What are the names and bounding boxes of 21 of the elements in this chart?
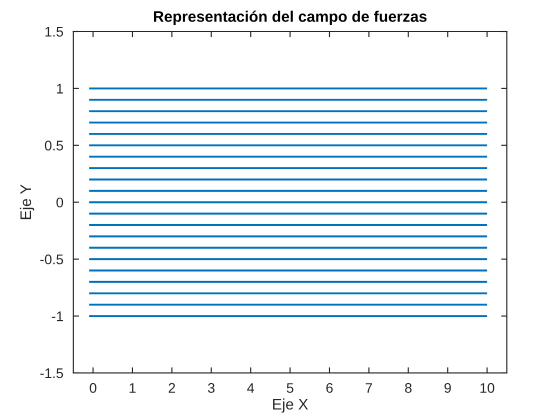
y-tick-label: 0 [56,198,64,208]
y-axis-title: Eje Y [20,184,34,220]
x-tick-label: 4 [247,383,254,393]
x-tick-label: 3 [208,383,215,393]
x-tick-label: 6 [326,383,333,393]
x-tick-label: 1 [130,383,136,393]
x-tick-label: 10 [480,383,494,393]
chart-title: Representación del campo de fuerzas [154,10,427,25]
x-axis-title: Eje X [273,398,308,413]
x-tick-label: 7 [366,383,372,393]
x-tick-label: 5 [286,383,294,393]
x-tick-label: 2 [168,383,176,393]
y-tick-label: 1.5 [45,26,64,37]
y-tick-label: -0.5 [40,254,64,264]
x-tick-label: 8 [405,383,412,393]
y-tick-label: -1.5 [40,368,64,378]
y-tick-label: 1 [56,84,63,94]
y-tick-label: -1 [52,312,63,322]
x-tick-label: 9 [444,383,451,393]
y-tick-label: 0.5 [44,140,64,150]
x-tick-label: 0 [90,383,96,393]
